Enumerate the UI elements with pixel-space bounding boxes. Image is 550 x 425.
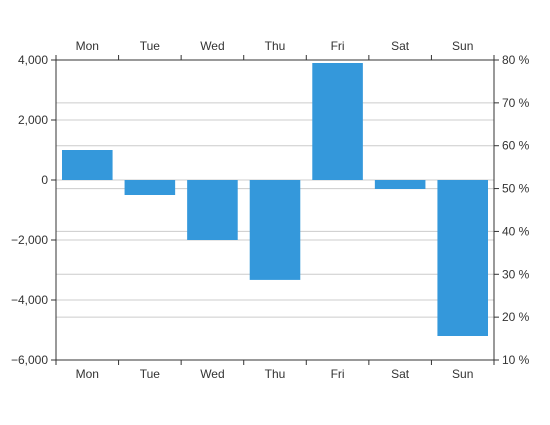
- bottom-category-label-tue: Tue: [140, 367, 161, 381]
- left-tick-label-1: −4,000: [11, 293, 48, 307]
- bottom-category-label-sat: Sat: [391, 367, 410, 381]
- axes-layer: [51, 55, 499, 365]
- bar-tue: [124, 180, 176, 195]
- bottom-category-label-mon: Mon: [76, 367, 99, 381]
- bottom-category-label-sun: Sun: [452, 367, 473, 381]
- top-category-label-fri: Fri: [331, 39, 345, 53]
- right-tick-label-2: 30 %: [502, 267, 530, 281]
- bar-wed: [187, 180, 238, 240]
- bar-sun: [437, 180, 488, 336]
- left-tick-label-2: −2,000: [11, 233, 48, 247]
- right-tick-label-3: 40 %: [502, 224, 530, 238]
- right-tick-label-0: 10 %: [502, 353, 530, 367]
- top-category-label-mon: Mon: [76, 39, 99, 53]
- bar-sat: [374, 180, 426, 189]
- right-tick-label-4: 50 %: [502, 182, 530, 196]
- bottom-category-label-thu: Thu: [265, 367, 286, 381]
- left-tick-label-0: −6,000: [11, 353, 48, 367]
- bars-layer: [62, 63, 488, 336]
- left-tick-label-5: 4,000: [18, 53, 48, 67]
- top-category-label-sun: Sun: [452, 39, 473, 53]
- right-tick-label-1: 20 %: [502, 310, 530, 324]
- right-tick-label-5: 60 %: [502, 139, 530, 153]
- bottom-category-label-wed: Wed: [200, 367, 224, 381]
- bar-fri: [312, 63, 363, 180]
- top-category-label-tue: Tue: [140, 39, 161, 53]
- left-tick-label-4: 2,000: [18, 113, 48, 127]
- right-tick-label-6: 70 %: [502, 96, 530, 110]
- labels-layer: −6,000 −4,000 −2,000 0 2,000 4,000 10 % 20 % 30 …: [11, 39, 530, 381]
- bottom-category-label-fri: Fri: [331, 367, 345, 381]
- bar-thu: [249, 180, 301, 280]
- top-category-label-sat: Sat: [391, 39, 410, 53]
- top-category-label-wed: Wed: [200, 39, 224, 53]
- left-tick-label-3: 0: [41, 173, 48, 187]
- bar-mon: [62, 150, 113, 180]
- right-tick-label-7: 80 %: [502, 53, 530, 67]
- top-category-label-thu: Thu: [265, 39, 286, 53]
